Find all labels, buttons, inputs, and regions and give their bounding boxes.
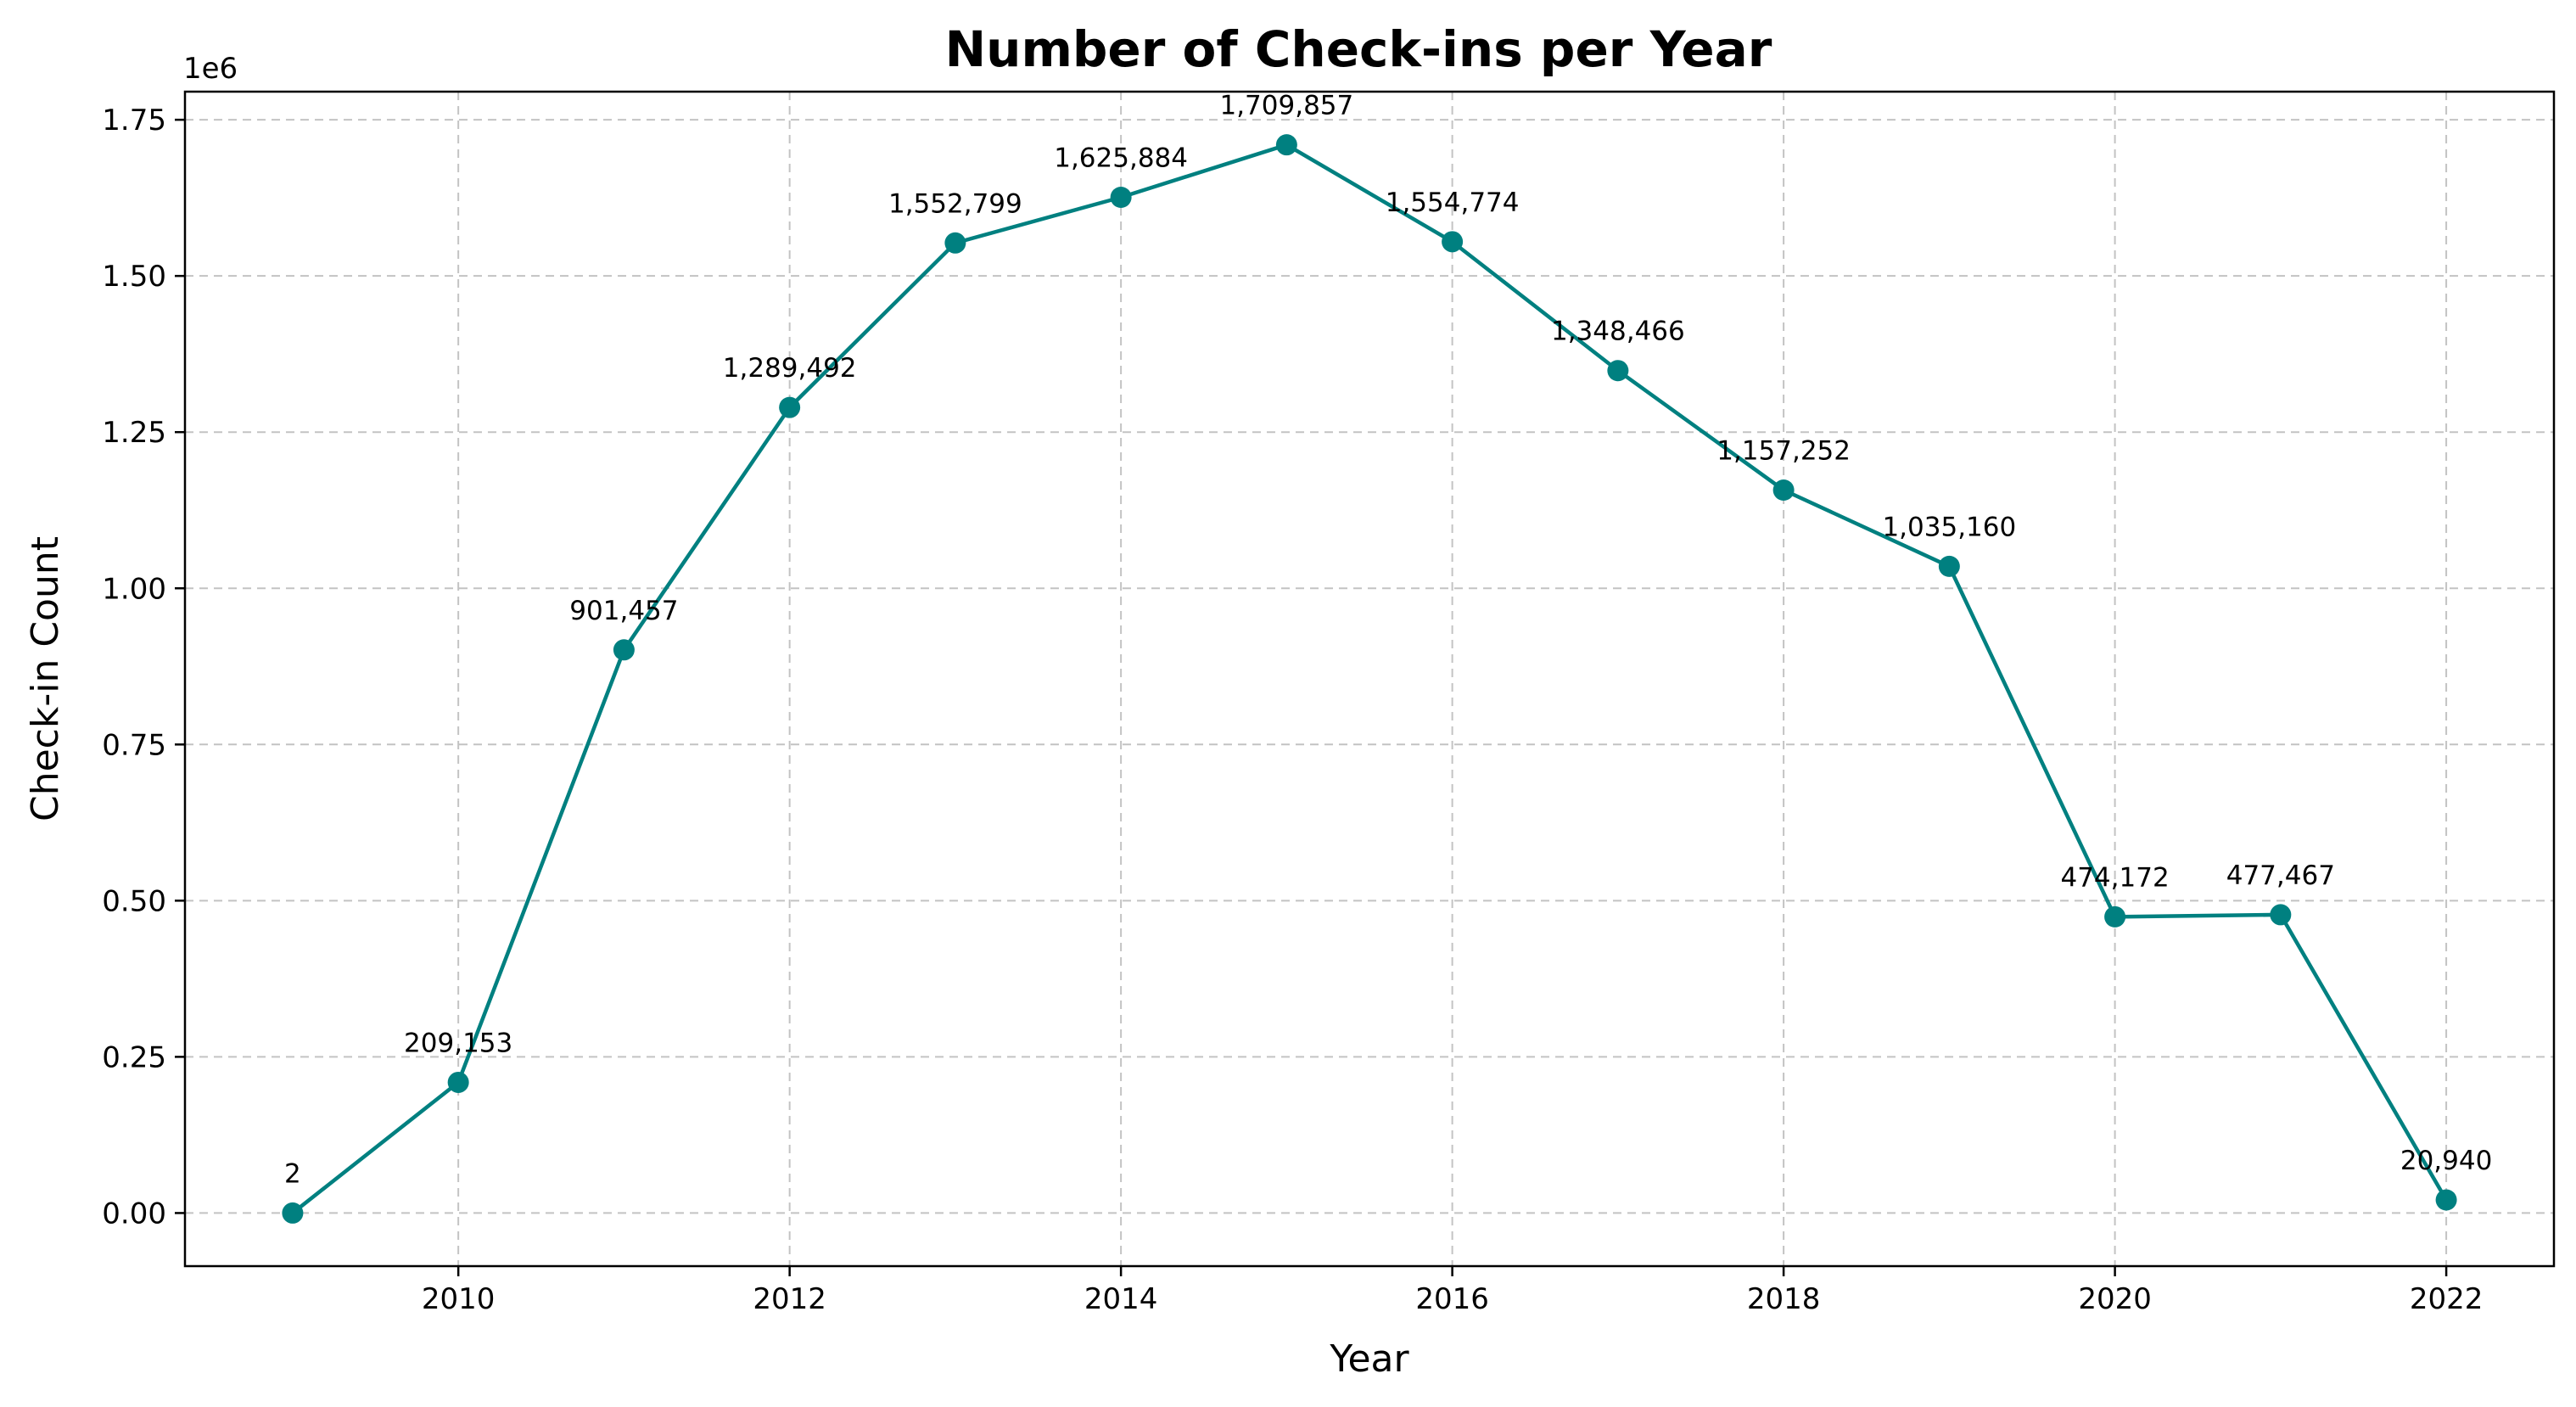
x-tick-label: 2020 xyxy=(2078,1282,2152,1316)
data-point xyxy=(1607,360,1629,382)
data-label: 1,625,884 xyxy=(1054,143,1188,173)
data-point xyxy=(1110,186,1132,208)
x-tick-label: 2012 xyxy=(753,1282,826,1316)
data-label: 209,153 xyxy=(404,1028,512,1058)
y-tick-label: 0.00 xyxy=(102,1197,166,1230)
data-label: 2 xyxy=(284,1158,301,1189)
plot-frame xyxy=(183,90,2556,1268)
data-point xyxy=(613,639,635,661)
data-point xyxy=(944,232,966,254)
y-axis-label: Check-in Count xyxy=(24,536,67,821)
data-labels: 2 209,153 901,457 1,289,492 1,552,799 1,625,8… xyxy=(284,91,2492,1190)
y-tick-label: 1.00 xyxy=(102,572,166,606)
data-point xyxy=(1938,555,1960,577)
data-label: 474,172 xyxy=(2060,862,2169,893)
data-point xyxy=(2270,904,2292,926)
y-tick-label: 0.50 xyxy=(102,884,166,918)
data-label: 1,348,466 xyxy=(1551,317,1685,347)
data-point xyxy=(2104,905,2126,928)
grid-lines xyxy=(185,92,2554,1266)
x-tick-label: 2016 xyxy=(1415,1282,1489,1316)
data-point xyxy=(1275,134,1297,156)
y-axis-offset-label: 1e6 xyxy=(183,52,238,86)
data-label: 1,552,799 xyxy=(888,188,1022,219)
y-tick-label: 1.50 xyxy=(102,260,166,294)
series-line xyxy=(291,143,2449,1215)
y-tick-label: 0.75 xyxy=(102,728,166,762)
data-point xyxy=(447,1071,469,1093)
data-label: 1,035,160 xyxy=(1882,512,2016,542)
chart-title: Number of Check-ins per Year xyxy=(945,20,1772,78)
data-label: 1,709,857 xyxy=(1219,91,1353,121)
data-label: 1,289,492 xyxy=(723,353,857,384)
data-label: 477,467 xyxy=(2226,860,2335,891)
y-tick-label: 1.75 xyxy=(102,104,166,137)
data-point xyxy=(282,1202,304,1224)
series-line-group xyxy=(282,134,2457,1224)
data-point xyxy=(1442,231,1464,253)
data-label: 1,157,252 xyxy=(1716,435,1851,466)
data-label: 1,554,774 xyxy=(1386,188,1520,218)
data-point xyxy=(1772,479,1795,501)
data-label: 20,940 xyxy=(2400,1146,2492,1176)
data-point xyxy=(779,396,801,418)
x-tick-label: 2014 xyxy=(1084,1282,1158,1316)
data-label: 901,457 xyxy=(569,596,678,626)
axis-ticks: 2010 2012 2014 2016 2018 2020 2022 0.00 0.25 0.50… xyxy=(102,104,2483,1316)
y-tick-label: 1.25 xyxy=(102,416,166,450)
y-tick-label: 0.25 xyxy=(102,1040,166,1074)
x-tick-label: 2018 xyxy=(1747,1282,1821,1316)
x-tick-label: 2010 xyxy=(422,1282,496,1316)
x-tick-label: 2022 xyxy=(2410,1282,2484,1316)
data-point xyxy=(2435,1189,2457,1211)
x-axis-label: Year xyxy=(1329,1337,1409,1381)
